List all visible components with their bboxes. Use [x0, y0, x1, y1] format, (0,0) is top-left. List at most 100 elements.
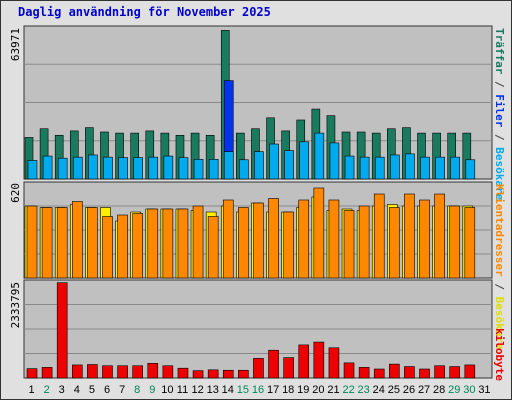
- x-tick-label: 17: [267, 384, 279, 396]
- bar-kilobyte-day-23: [358, 367, 370, 379]
- legend-part: Filer: [493, 94, 506, 127]
- chart-title: Daglig användning för November 2025: [18, 5, 271, 19]
- panel-kilobytes-ymax: 2333795: [9, 282, 22, 328]
- panel-kilobytes-legend: kilobyte: [493, 328, 506, 381]
- bar-klientadresser-day-20: [313, 187, 325, 279]
- bar-sidor-day-3: [57, 157, 68, 180]
- legend-part: kilobyte: [493, 328, 506, 381]
- bar-kilobyte-day-13: [207, 369, 219, 379]
- bar-klientadresser-day-18: [283, 211, 294, 279]
- bar-sidor-day-29: [450, 156, 461, 180]
- bar-kilobyte-day-28: [434, 365, 445, 379]
- bar-sidor-day-30: [465, 159, 476, 180]
- x-tick-label: 5: [89, 384, 95, 396]
- bar-sidor-day-8: [133, 157, 143, 180]
- x-tick-label: 29: [448, 384, 460, 396]
- x-tick-label: 15: [237, 384, 249, 396]
- bar-kilobyte-day-11: [177, 367, 189, 379]
- bar-sidor-day-28: [435, 156, 445, 180]
- legend-part: Träffar: [493, 28, 506, 75]
- bar-kilobyte-day-18: [283, 357, 294, 379]
- bar-kilobyte-day-5: [87, 364, 98, 379]
- bar-kilobyte-day-24: [373, 368, 385, 379]
- bar-kilobyte-day-20: [313, 341, 325, 379]
- bar-klientadresser-day-12: [192, 205, 204, 279]
- panel-visitors-ymax: 620: [9, 183, 22, 203]
- x-tick-label: 20: [312, 384, 324, 396]
- bar-sidor-day-10: [163, 155, 174, 180]
- bar-klientadresser-day-22: [343, 210, 355, 279]
- bar-klientadresser-day-27: [419, 199, 430, 279]
- bar-kilobyte-day-27: [419, 368, 430, 379]
- x-tick-label: 7: [119, 384, 125, 396]
- bar-sidor-day-4: [72, 156, 83, 180]
- bar-sidor-day-12: [193, 159, 204, 180]
- bar-sidor-day-25: [390, 154, 400, 180]
- panel-visitors-legend: Klientadresser / Besökare: [493, 184, 506, 350]
- bar-klientadresser-day-10: [162, 208, 174, 279]
- x-tick-label: 11: [177, 384, 188, 396]
- x-tick-label: 13: [207, 384, 219, 396]
- bar-klientadresser-day-11: [177, 208, 189, 279]
- bar-sidor-day-27: [420, 156, 430, 180]
- bar-sidor-day-7: [118, 157, 128, 180]
- legend-part: Besökare: [493, 147, 506, 200]
- bar-klientadresser-day-7: [117, 214, 128, 279]
- bar-kilobyte-day-8: [132, 365, 143, 379]
- x-tick-label: 23: [358, 384, 370, 396]
- panel-hits-legend: Träffar / Filer / Besökare: [493, 28, 506, 201]
- panel-kilobytes-grid: [24, 304, 492, 354]
- legend-part: Klientadresser: [493, 184, 506, 277]
- bar-kilobyte-day-17: [268, 349, 279, 379]
- bar-klientadresser-day-23: [358, 205, 370, 279]
- legend-part: /: [493, 74, 506, 94]
- bar-kilobyte-day-4: [71, 364, 83, 379]
- bar-kilobyte-day-22: [343, 362, 355, 379]
- bar-sidor-day-17: [269, 143, 279, 180]
- bar-klientadresser-day-2: [41, 207, 53, 279]
- bar-klientadresser-day-14: [222, 199, 234, 279]
- bar-sidor-day-9: [148, 156, 159, 180]
- x-tick-label: 3: [59, 384, 65, 396]
- bar-kilobyte-day-26: [404, 366, 415, 379]
- x-tick-label: 25: [388, 384, 400, 396]
- x-tick-label: 4: [74, 384, 80, 396]
- bar-kilobyte-day-15: [238, 369, 249, 379]
- bar-klientadresser-day-4: [71, 201, 83, 279]
- bar-sidor-day-18: [284, 150, 294, 180]
- bar-klientadresser-day-15: [238, 207, 249, 279]
- x-tick-label: 27: [418, 384, 430, 396]
- bar-klientadresser-day-16: [253, 202, 264, 279]
- x-tick-label: 1: [28, 384, 34, 396]
- bar-kilobyte-day-2: [41, 367, 53, 379]
- bar-sidor-day-21: [329, 142, 340, 180]
- x-tick-label: 12: [191, 384, 203, 396]
- x-tick-label: 21: [327, 384, 339, 396]
- x-tick-label: 8: [134, 384, 140, 396]
- x-tick-label: 19: [297, 384, 309, 396]
- bar-kilobyte-day-14: [222, 369, 234, 379]
- bar-sidor-day-26: [405, 153, 415, 180]
- bar-sidor-day-13: [208, 159, 219, 180]
- panel-kilobytes-bars: [26, 282, 476, 379]
- bar-kilobyte-day-10: [162, 365, 174, 379]
- x-tick-label: 14: [222, 384, 234, 396]
- panel-hits: 63971 Träffar / Filer / Besökare: [9, 25, 506, 201]
- x-tick-label: 6: [104, 384, 110, 396]
- panel-hits-ymax: 63971: [9, 28, 22, 61]
- bar-sidor-day-23: [359, 156, 370, 180]
- bar-kilobyte-day-12: [192, 370, 204, 379]
- bar-klientadresser-day-1: [26, 205, 38, 279]
- bar-sidor-day-24: [374, 156, 385, 180]
- x-axis-day-labels: 1 2 3 4 5 6 7 8 9 10 11 12 13 14 15 16 17 18 19 20 21 22 23 24 2…: [28, 384, 490, 396]
- bar-kilobyte-day-16: [253, 358, 264, 379]
- bar-klientadresser-day-13: [207, 216, 219, 279]
- bar-klientadresser-day-5: [87, 207, 98, 279]
- bar-klientadresser-day-30: [464, 207, 476, 279]
- legend-part: /: [493, 277, 506, 297]
- bar-klientadresser-day-29: [449, 205, 461, 279]
- bar-sidor-day-1: [27, 160, 38, 180]
- x-tick-label: 26: [403, 384, 415, 396]
- bar-kilobyte-day-3: [56, 282, 68, 379]
